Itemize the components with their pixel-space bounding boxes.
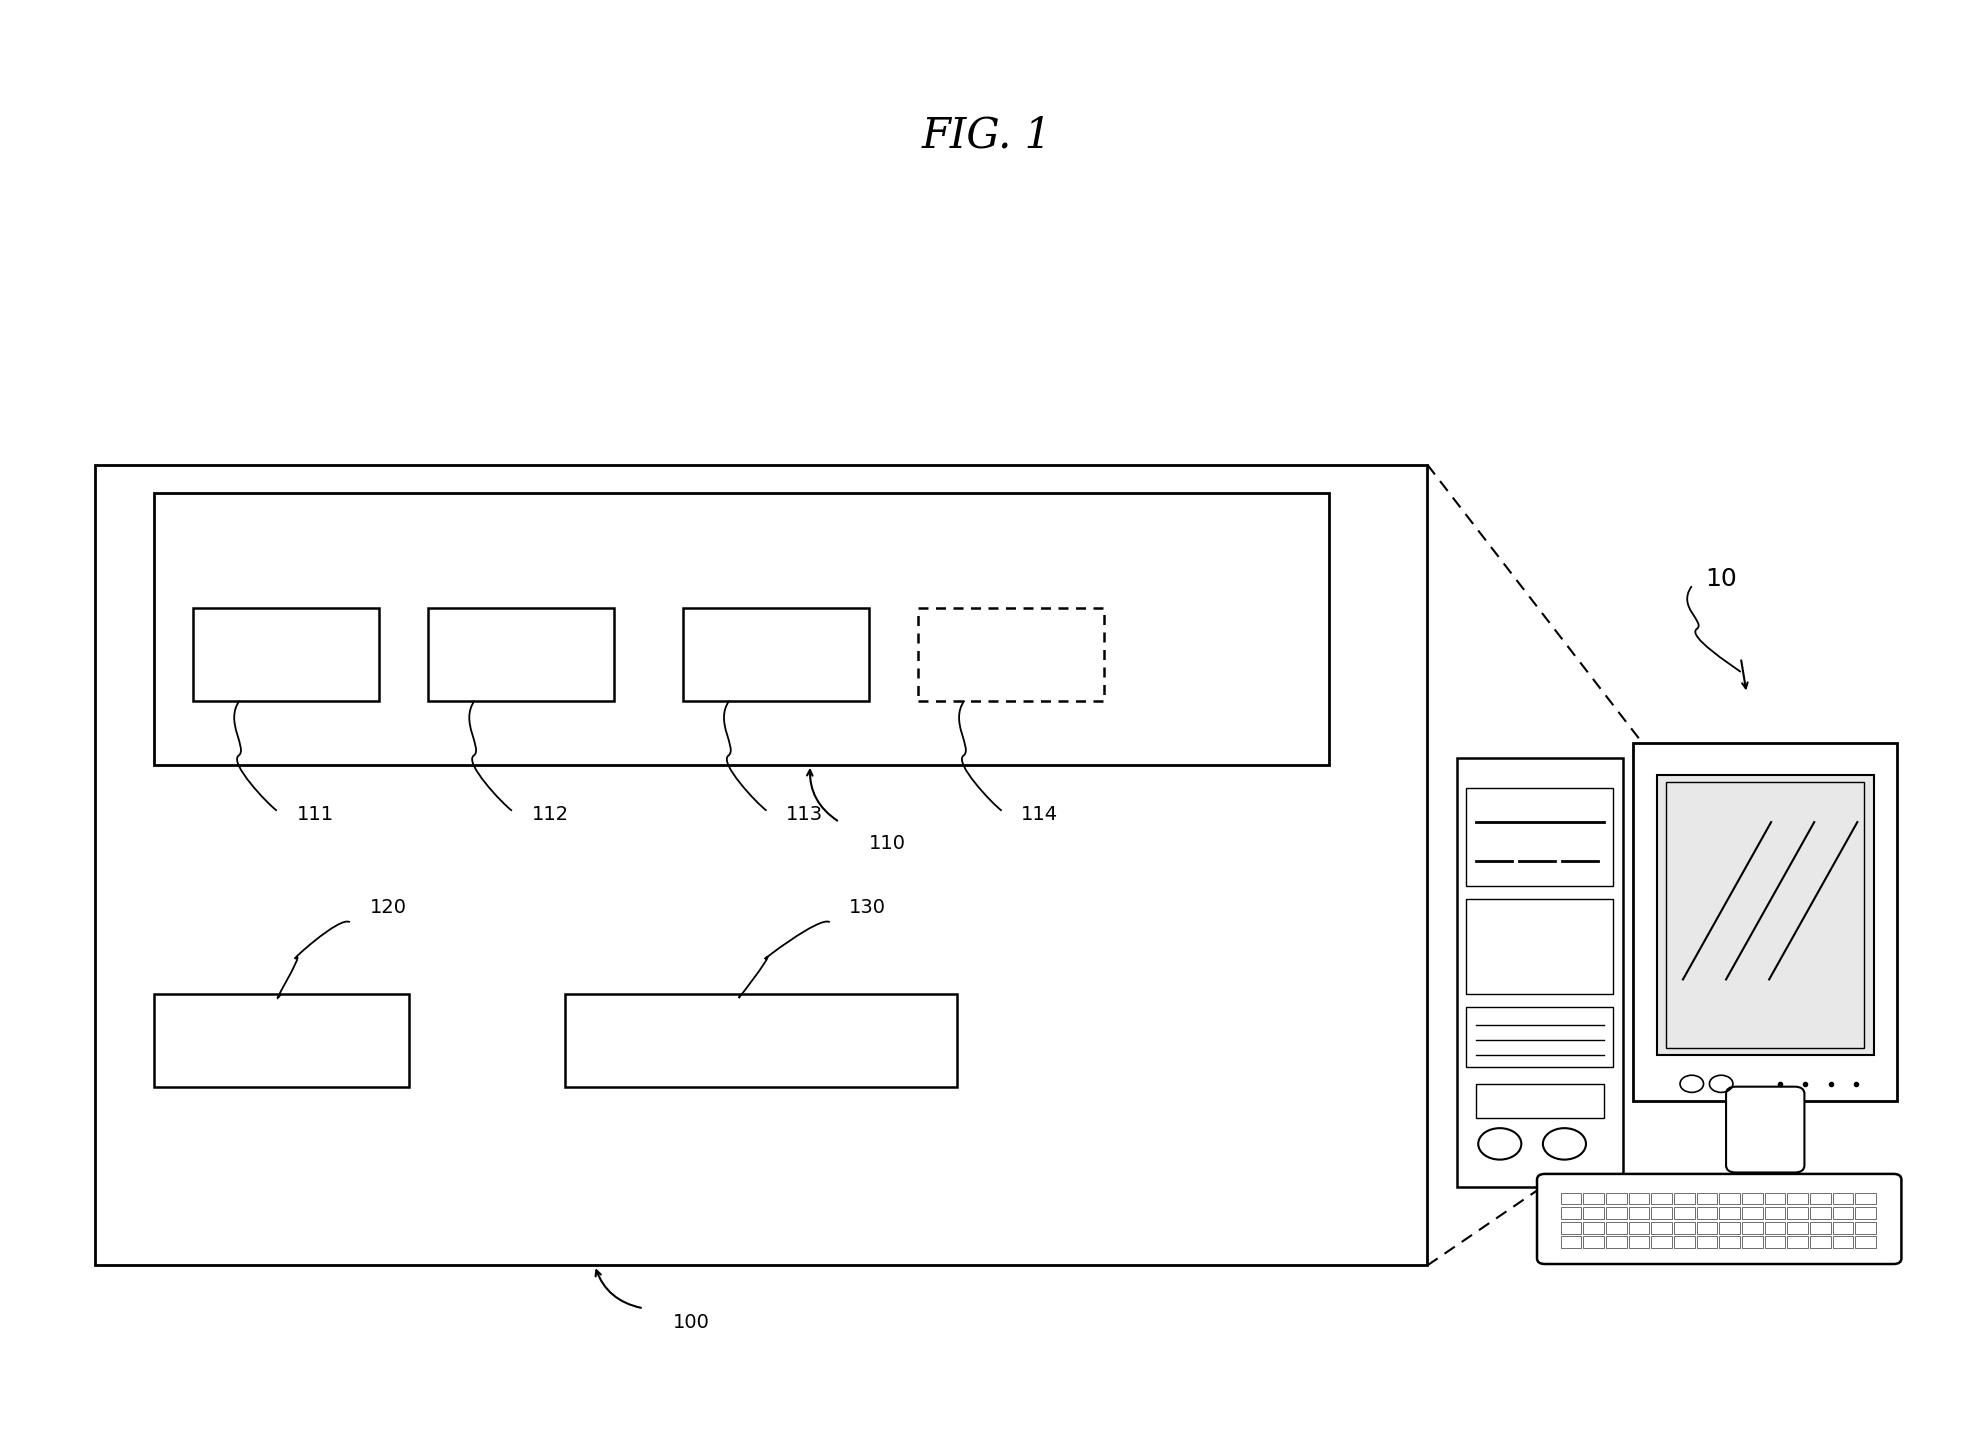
Bar (1697, 1236, 1717, 1248)
FancyBboxPatch shape (1537, 1174, 1902, 1264)
Bar (1788, 1207, 1807, 1219)
Bar (428, 608, 614, 700)
Bar (1809, 1222, 1831, 1233)
Bar (1673, 1236, 1695, 1248)
Bar (1809, 1193, 1831, 1204)
Bar (1855, 1207, 1876, 1219)
Bar (1606, 1222, 1626, 1233)
Text: 114: 114 (1022, 806, 1058, 825)
Bar (1742, 1236, 1762, 1248)
Bar (1718, 1193, 1740, 1204)
Bar (1742, 1193, 1762, 1204)
Bar (1561, 1222, 1580, 1233)
Bar (1673, 1207, 1695, 1219)
Bar (1582, 1222, 1604, 1233)
Bar (1476, 1084, 1604, 1118)
Text: 10: 10 (1705, 567, 1738, 591)
Bar (917, 608, 1105, 700)
Text: 120: 120 (369, 898, 406, 917)
Text: 130: 130 (848, 898, 886, 917)
Bar (1833, 1207, 1853, 1219)
Bar (1651, 1222, 1671, 1233)
Bar (1628, 1236, 1649, 1248)
Bar (1651, 1236, 1671, 1248)
Bar (1628, 1222, 1649, 1233)
Text: 111: 111 (296, 806, 333, 825)
Text: 113: 113 (785, 806, 823, 825)
Text: 100: 100 (673, 1313, 710, 1333)
Bar (1634, 744, 1898, 1100)
Bar (154, 993, 408, 1087)
Bar (1742, 1222, 1762, 1233)
Bar (1855, 1193, 1876, 1204)
Bar (1718, 1207, 1740, 1219)
Bar (95, 465, 1426, 1265)
Bar (1667, 783, 1864, 1048)
Bar (1833, 1236, 1853, 1248)
Bar (1466, 1006, 1614, 1067)
Bar (1651, 1207, 1671, 1219)
Bar (1788, 1222, 1807, 1233)
Bar (566, 993, 957, 1087)
Bar (1466, 788, 1614, 887)
Bar (1718, 1236, 1740, 1248)
Bar (1628, 1207, 1649, 1219)
Bar (1673, 1222, 1695, 1233)
Bar (1561, 1236, 1580, 1248)
Bar (1697, 1222, 1717, 1233)
Bar (1606, 1236, 1626, 1248)
Bar (1855, 1222, 1876, 1233)
Bar (1582, 1207, 1604, 1219)
Bar (1561, 1193, 1580, 1204)
Bar (1606, 1193, 1626, 1204)
Bar (1809, 1236, 1831, 1248)
Bar (1673, 1193, 1695, 1204)
Bar (1764, 1222, 1786, 1233)
Text: STAIN: STAIN (491, 645, 550, 663)
Bar (1582, 1236, 1604, 1248)
Bar (1833, 1193, 1853, 1204)
Text: COMMUNICATION: COMMUNICATION (673, 1031, 848, 1050)
Text: 112: 112 (531, 806, 568, 825)
Bar (1606, 1207, 1626, 1219)
Text: FIG. 1: FIG. 1 (921, 114, 1052, 156)
Text: WOOD: WOOD (744, 645, 809, 663)
Text: 110: 110 (868, 835, 906, 853)
Bar (1456, 758, 1624, 1187)
Bar (1788, 1236, 1807, 1248)
Text: STORAGE: STORAGE (233, 1031, 329, 1050)
Bar (683, 608, 868, 700)
Bar (193, 608, 379, 700)
Bar (1764, 1207, 1786, 1219)
Bar (1466, 900, 1614, 993)
Bar (1582, 1193, 1604, 1204)
Bar (1561, 1207, 1580, 1219)
Bar (1809, 1207, 1831, 1219)
Bar (1742, 1207, 1762, 1219)
Bar (1651, 1193, 1671, 1204)
Bar (1788, 1193, 1807, 1204)
FancyBboxPatch shape (1726, 1087, 1805, 1173)
Bar (1628, 1193, 1649, 1204)
Bar (1833, 1222, 1853, 1233)
Text: COLOR: COLOR (253, 645, 320, 663)
Bar (154, 494, 1330, 765)
Bar (1718, 1222, 1740, 1233)
Bar (1764, 1193, 1786, 1204)
Bar (1657, 775, 1874, 1056)
Text: FINISHING: FINISHING (959, 645, 1063, 663)
Bar (1764, 1236, 1786, 1248)
Bar (1855, 1236, 1876, 1248)
Bar (1697, 1207, 1717, 1219)
Bar (1697, 1193, 1717, 1204)
